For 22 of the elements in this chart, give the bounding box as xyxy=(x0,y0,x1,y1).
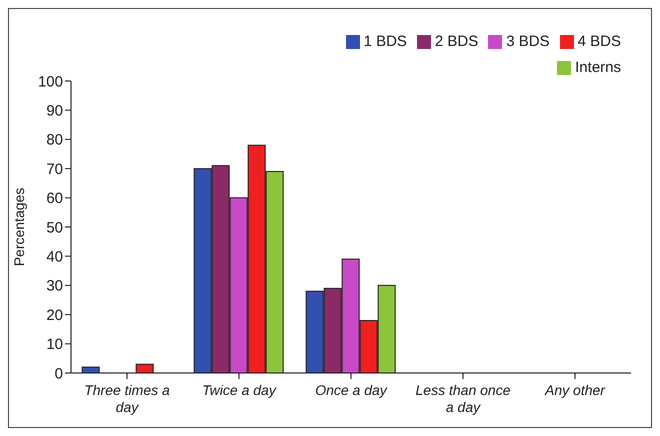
legend-label: 3 BDS xyxy=(506,33,550,50)
legend-label: 2 BDS xyxy=(434,33,478,50)
y-tick-label: 100 xyxy=(38,73,63,90)
x-tick-label: Any other xyxy=(544,382,606,398)
y-axis-title: Percentages xyxy=(10,188,27,266)
y-tick-label: 70 xyxy=(46,160,63,178)
y-tick-label: 40 xyxy=(46,248,63,266)
y-tick-label: 10 xyxy=(46,336,63,354)
x-tick-label: Less than once a day xyxy=(416,382,511,415)
y-tick-label: 20 xyxy=(46,306,63,324)
y-tick-label: 60 xyxy=(46,190,63,208)
y-tick-label: 50 xyxy=(46,219,63,236)
y-tick-label: 90 xyxy=(46,102,63,120)
y-tick-label: 0 xyxy=(54,365,63,382)
x-tick-label: Three times a day xyxy=(84,382,170,415)
y-tick-label: 30 xyxy=(46,278,63,295)
x-tick-label: Twice a day xyxy=(202,382,277,398)
legend-label: 1 BDS xyxy=(364,33,407,50)
legend-label: Interns xyxy=(575,59,621,76)
y-tick-label: 80 xyxy=(46,132,63,149)
x-tick-label: Once a day xyxy=(315,382,388,398)
legend-label: 4 BDS xyxy=(578,33,621,50)
